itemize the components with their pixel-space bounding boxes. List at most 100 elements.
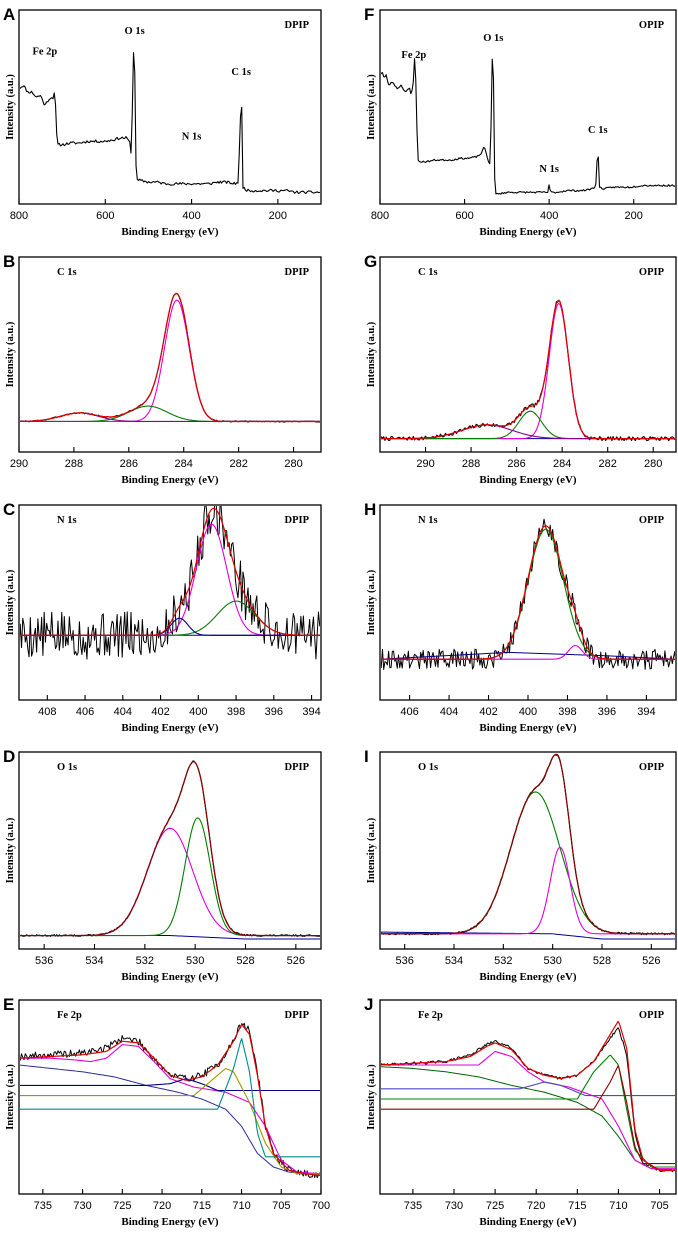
- plot-frame: [18, 751, 322, 950]
- panel-label: G: [364, 252, 377, 271]
- x-tick-label: 200: [625, 210, 643, 222]
- x-axis-label: Binding Energy (eV): [479, 474, 577, 486]
- series-o-h: [20, 827, 320, 937]
- series-spectrum: [20, 52, 320, 195]
- x-tick-label: 280: [284, 458, 302, 470]
- x-tick-label: 725: [486, 1200, 504, 1212]
- x-tick-label: 396: [265, 706, 283, 718]
- series-satellite: [381, 1081, 675, 1097]
- x-tick-label: 400: [519, 706, 537, 718]
- x-tick-label: 715: [568, 1200, 586, 1212]
- x-tick-label: 705: [650, 1200, 668, 1212]
- plot-frame: [379, 9, 677, 205]
- x-tick-label: 720: [153, 1200, 171, 1212]
- series-group: [381, 753, 675, 940]
- series-satellite: [20, 1078, 320, 1092]
- panel-label: D: [3, 747, 15, 766]
- sample-name: DPIP: [285, 20, 310, 31]
- x-tick-label: 705: [272, 1200, 290, 1212]
- peak-label-c-1s: C 1s: [231, 67, 251, 78]
- sample-name: DPIP: [285, 515, 310, 526]
- plot-frame: [18, 9, 322, 205]
- y-axis-label: Intensity (a.u.): [5, 74, 16, 140]
- x-tick-label: 710: [232, 1200, 250, 1212]
- x-axis-label: Binding Energy (eV): [121, 971, 219, 983]
- x-tick-label: 280: [644, 458, 662, 470]
- x-tick-label: 406: [76, 706, 94, 718]
- x-tick-label: 710: [609, 1200, 627, 1212]
- plot-frame: [379, 256, 677, 453]
- series-fit: [20, 292, 320, 423]
- region-label: N 1s: [418, 515, 438, 526]
- series-baseline: [381, 651, 675, 660]
- panel-c: 408 406 404 402 400 398 396 394 Binding Energy (…: [3, 500, 322, 734]
- x-tick-label: 282: [229, 458, 247, 470]
- series-raw: [20, 1022, 320, 1179]
- region-label: O 1s: [57, 762, 77, 773]
- x-tick-label: 735: [34, 1200, 52, 1212]
- series-group: [20, 506, 320, 660]
- x-axis-label: Binding Energy (eV): [121, 1216, 219, 1228]
- series-background: [20, 1064, 320, 1175]
- panel-label: A: [3, 5, 15, 24]
- x-tick-label: 800: [371, 210, 389, 222]
- region-label: C 1s: [418, 267, 438, 278]
- x-tick-label: 536: [35, 955, 53, 967]
- plot-frame: [18, 256, 322, 453]
- series-raw: [20, 506, 320, 660]
- x-tick-label: 528: [593, 955, 611, 967]
- panel-label: H: [364, 500, 376, 519]
- series-fit: [381, 753, 675, 935]
- series-c-c: [20, 299, 320, 423]
- x-tick-label: 400: [182, 210, 200, 222]
- series-fit: [20, 761, 320, 937]
- peak-label-n-1s: N 1s: [182, 132, 202, 143]
- series-pyridinic: [381, 528, 675, 660]
- x-tick-label: 404: [114, 706, 132, 718]
- series-group: [381, 299, 675, 442]
- x-tick-label: 286: [120, 458, 138, 470]
- peak-label-fe-2p: Fe 2p: [32, 47, 57, 58]
- x-tick-label: 720: [527, 1200, 545, 1212]
- x-axis-label: Binding Energy (eV): [121, 474, 219, 486]
- series-o-h: [381, 791, 675, 935]
- series-fe2: [20, 1068, 320, 1175]
- series-group: [20, 52, 320, 195]
- plot-frame: [379, 504, 677, 701]
- series-group: [381, 1020, 675, 1173]
- sample-name: OPIP: [639, 1010, 665, 1021]
- plot-frame: [18, 504, 322, 701]
- series-fe3: [20, 1038, 320, 1158]
- x-tick-label: 406: [400, 706, 418, 718]
- x-tick-label: 530: [543, 955, 561, 967]
- y-axis-label: Intensity (a.u.): [366, 1064, 377, 1130]
- x-tick-label: 394: [302, 706, 320, 718]
- x-tick-label: 715: [193, 1200, 211, 1212]
- x-tick-label: 530: [186, 955, 204, 967]
- x-tick-label: 730: [73, 1200, 91, 1212]
- panel-label: B: [3, 252, 15, 271]
- panel-g: 290 288 286 284 282 280 Binding Energy (eV) Int…: [364, 252, 677, 486]
- panel-label: C: [3, 500, 15, 519]
- series-group: [20, 292, 320, 423]
- panel-j: 735 730 725 720 715 710 705 Binding Energy (eV)…: [364, 995, 677, 1228]
- x-tick-label: 404: [440, 706, 458, 718]
- x-tick-label: 282: [599, 458, 617, 470]
- series-background: [381, 1066, 675, 1171]
- series-raw: [381, 299, 675, 442]
- sample-name: DPIP: [285, 267, 310, 278]
- series-group: [20, 1022, 320, 1179]
- series-fit: [381, 1020, 675, 1171]
- panel-label: F: [364, 5, 374, 24]
- x-tick-label: 286: [507, 458, 525, 470]
- x-tick-label: 725: [113, 1200, 131, 1212]
- y-axis-label: Intensity (a.u.): [5, 1064, 16, 1130]
- plot-frame: [18, 999, 322, 1195]
- region-label: Fe 2p: [418, 1010, 443, 1021]
- x-tick-label: 528: [236, 955, 254, 967]
- series-raw: [20, 760, 320, 937]
- panel-h: 406 404 402 400 398 396 394 Binding Energy (eV)…: [364, 500, 677, 734]
- x-tick-label: 408: [38, 706, 56, 718]
- x-tick-label: 534: [445, 955, 463, 967]
